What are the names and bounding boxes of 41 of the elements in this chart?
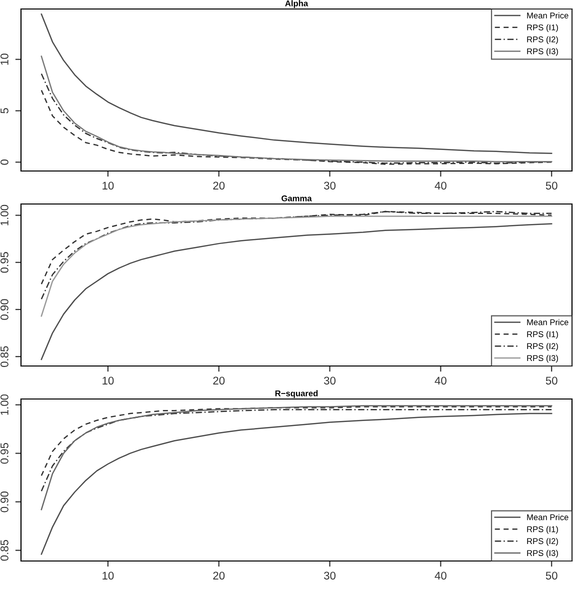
chart-title: R−squared [275,390,318,398]
legend-label: Mean Price [527,319,568,326]
x-tick-label: 20 [213,572,225,580]
legend-label: RPS (I2) [527,342,558,351]
chart-title: Gamma [282,195,312,202]
x-tick-label: 30 [324,182,336,190]
y-tick-label: 1.00 [0,394,8,415]
legend-label: RPS (I2) [527,36,558,44]
x-tick-label: 10 [102,182,114,190]
y-tick-label: 1.00 [0,204,8,226]
x-tick-label: 40 [434,182,446,190]
x-tick-label: 50 [546,182,558,190]
y-tick-label: 0.90 [0,299,8,320]
legend-label: RPS (I3) [527,550,558,558]
y-tick-label: 0.90 [0,491,8,512]
x-tick-label: 30 [324,572,336,580]
x-tick-label: 30 [324,376,336,385]
legend-label: RPS (I1) [527,331,558,339]
x-tick-label: 50 [546,376,558,385]
legend-label: RPS (I2) [527,538,558,546]
y-tick-label: 5 [0,108,8,114]
x-tick-label: 10 [102,572,114,580]
y-tick-label: 0 [0,160,8,165]
y-tick-label: 0.95 [0,442,8,464]
x-tick-label: 20 [213,376,225,385]
legend-label: RPS (I1) [527,526,558,534]
x-tick-label: 20 [213,182,225,190]
legend-label: RPS (I1) [527,24,558,32]
x-tick-label: 40 [434,376,446,385]
legend-label: RPS (I3) [527,48,558,56]
legend-label: Mean Price [527,514,568,520]
legend-label: RPS (I3) [527,354,558,363]
y-tick-label: 0.85 [0,346,8,367]
x-tick-label: 40 [434,572,446,580]
legend-label: Mean Price [527,12,568,18]
y-tick-label: 10 [0,54,8,65]
chart-title: Alpha [285,0,308,8]
x-tick-label: 50 [546,572,558,580]
y-tick-label: 0.85 [0,540,8,561]
x-tick-label: 10 [102,376,114,385]
y-tick-label: 0.95 [0,252,8,273]
